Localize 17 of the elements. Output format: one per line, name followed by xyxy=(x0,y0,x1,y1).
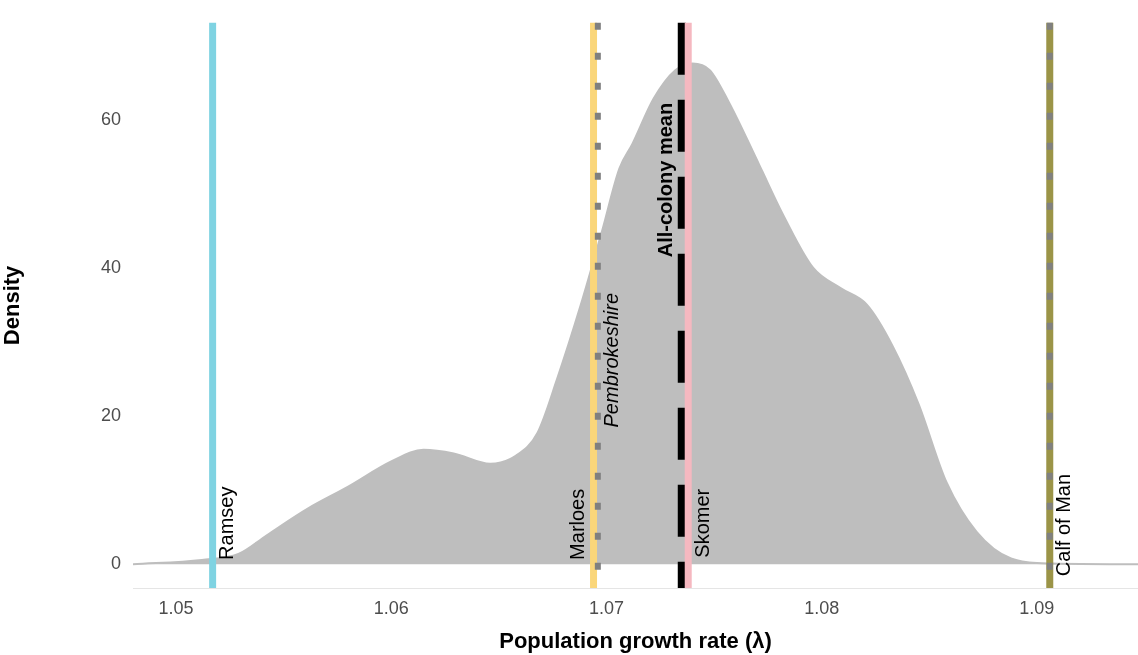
ref-line-label: Skomer xyxy=(690,488,713,558)
y-axis-title: Density xyxy=(0,264,25,346)
ref-line-label: Calf of Man xyxy=(1052,473,1075,577)
x-axis-title: Population growth rate (λ) xyxy=(499,627,772,653)
x-tick-label: 1.08 xyxy=(804,597,840,618)
ref-line-label: All-colony mean xyxy=(654,102,677,258)
y-tick-label: 0 xyxy=(110,553,121,574)
x-tick-label: 1.06 xyxy=(373,597,409,618)
x-tick-label: 1.05 xyxy=(158,597,194,618)
x-tick-label: 1.09 xyxy=(1019,597,1055,618)
y-tick-label: 20 xyxy=(100,405,121,426)
y-tick-label: 40 xyxy=(100,257,121,278)
x-tick-label: 1.07 xyxy=(588,597,624,618)
ref-line-label: Marloes xyxy=(566,488,589,560)
ref-line-label: Pembrokeshire xyxy=(600,292,623,428)
ref-line-label: Ramsey xyxy=(215,486,238,560)
y-tick-label: 60 xyxy=(100,109,121,130)
